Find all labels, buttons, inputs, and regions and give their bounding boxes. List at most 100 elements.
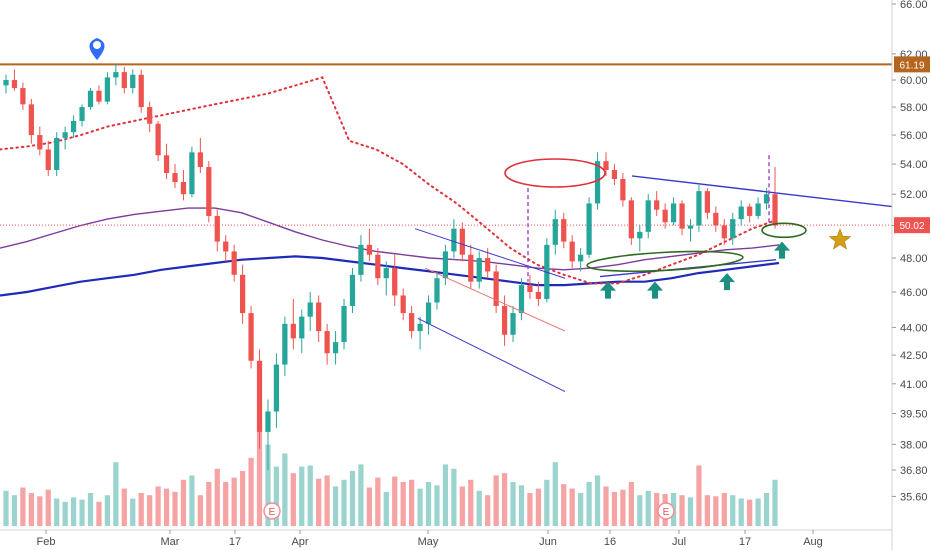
volume-bar xyxy=(755,498,761,526)
map-pin-dot xyxy=(93,41,101,49)
channel-mid-line xyxy=(424,267,566,332)
arrow-up-icon xyxy=(600,281,616,299)
volume-bar xyxy=(189,475,195,526)
candle-body xyxy=(586,203,592,255)
candle-body xyxy=(501,305,508,335)
candle-body xyxy=(282,323,288,365)
candle-body xyxy=(561,219,567,242)
price-tick-label: 60.00 xyxy=(900,75,928,87)
volume-bar xyxy=(70,497,77,526)
volume-bar xyxy=(518,485,525,526)
volume-bar xyxy=(687,497,694,526)
candle-body xyxy=(87,90,94,108)
volume-bar xyxy=(392,476,398,526)
volume-bar xyxy=(738,498,744,526)
candle-body xyxy=(569,241,575,262)
channel-upper-line xyxy=(414,228,566,279)
volume-bar xyxy=(3,490,9,526)
volume-bar xyxy=(290,473,296,526)
candle-body xyxy=(62,132,68,138)
volume-bar xyxy=(28,493,34,526)
price-tick-label: 48.00 xyxy=(900,253,928,265)
volume-bar xyxy=(569,488,575,526)
candle-body xyxy=(696,191,702,226)
candle-body xyxy=(620,178,626,201)
volume-bar xyxy=(138,493,144,526)
volume-bar xyxy=(772,479,778,526)
price-tick-label: 35.60 xyxy=(900,491,928,503)
earnings-marker-icon xyxy=(263,502,281,520)
candle-body xyxy=(248,313,254,361)
candle-body xyxy=(11,80,18,89)
volume-bar xyxy=(578,493,584,526)
candle-body xyxy=(138,74,144,108)
volume-bar xyxy=(324,475,330,526)
candle-body xyxy=(687,225,694,229)
resistance-trend-line xyxy=(631,175,893,208)
volume-bar xyxy=(611,491,618,526)
volume-bar xyxy=(45,489,51,526)
volume-bar xyxy=(358,464,364,526)
candle-body xyxy=(197,152,203,168)
price-tick-label: 52.00 xyxy=(900,189,928,201)
volume-bar xyxy=(535,488,542,526)
price-badge xyxy=(894,56,930,73)
volume-bar xyxy=(54,498,60,526)
psar-dots xyxy=(0,76,780,285)
time-tick-label: Mar xyxy=(161,536,180,548)
candle-body xyxy=(28,104,34,136)
candle-body xyxy=(45,149,51,171)
volume-bar xyxy=(265,444,271,526)
candle-body xyxy=(70,120,77,133)
volume-bar xyxy=(180,479,187,526)
candle-body xyxy=(594,161,601,204)
volume-bars xyxy=(3,431,778,526)
price-badge-label: 61.19 xyxy=(899,60,924,71)
candle-body xyxy=(459,228,465,255)
highlight-ellipse-small xyxy=(761,222,807,239)
volume-bar xyxy=(121,488,127,526)
candle-body xyxy=(358,244,364,275)
candle-body xyxy=(535,291,542,299)
volume-bar xyxy=(501,473,508,526)
candle-body xyxy=(654,200,660,210)
volume-bar xyxy=(349,471,356,526)
candle-body xyxy=(265,411,271,432)
volume-bar xyxy=(552,462,558,526)
candle-body xyxy=(713,212,719,226)
volume-bar xyxy=(493,475,499,526)
volume-bar xyxy=(544,479,550,526)
volume-bar xyxy=(510,482,516,526)
volume-bar xyxy=(206,482,212,526)
star-icon xyxy=(828,228,852,250)
earnings-marker-label: E xyxy=(269,507,276,518)
volume-bar xyxy=(476,490,482,526)
volume-bar xyxy=(383,491,389,526)
price-tick-label: 58.00 xyxy=(900,102,928,114)
time-axis: Feb Mar 17 Apr May Jun 16 Jul 17 Aug xyxy=(0,529,892,548)
candle-body xyxy=(425,302,432,324)
candle-body xyxy=(332,342,339,354)
volume-bar xyxy=(603,486,609,526)
candle-body xyxy=(721,225,727,239)
price-tick-label: 56.00 xyxy=(900,130,928,142)
price-tick-label: 44.00 xyxy=(900,322,928,334)
candle-body xyxy=(645,200,651,232)
volume-bar xyxy=(721,493,727,526)
candle-body xyxy=(417,323,423,332)
volume-bar xyxy=(594,475,601,526)
volume-bar xyxy=(62,501,68,526)
candle-body xyxy=(662,209,668,223)
price-tick-label: 36.80 xyxy=(900,465,928,477)
candle-body xyxy=(273,364,280,412)
volume-bar xyxy=(400,482,406,526)
arrow-up-icon xyxy=(647,281,663,299)
candle-body xyxy=(679,203,685,229)
volume-bar xyxy=(561,484,567,526)
price-tick-label: 66.00 xyxy=(900,0,928,11)
volume-bar xyxy=(96,501,102,526)
volume-bar xyxy=(425,482,432,526)
candle-body xyxy=(518,285,525,314)
candle-body xyxy=(366,244,372,255)
